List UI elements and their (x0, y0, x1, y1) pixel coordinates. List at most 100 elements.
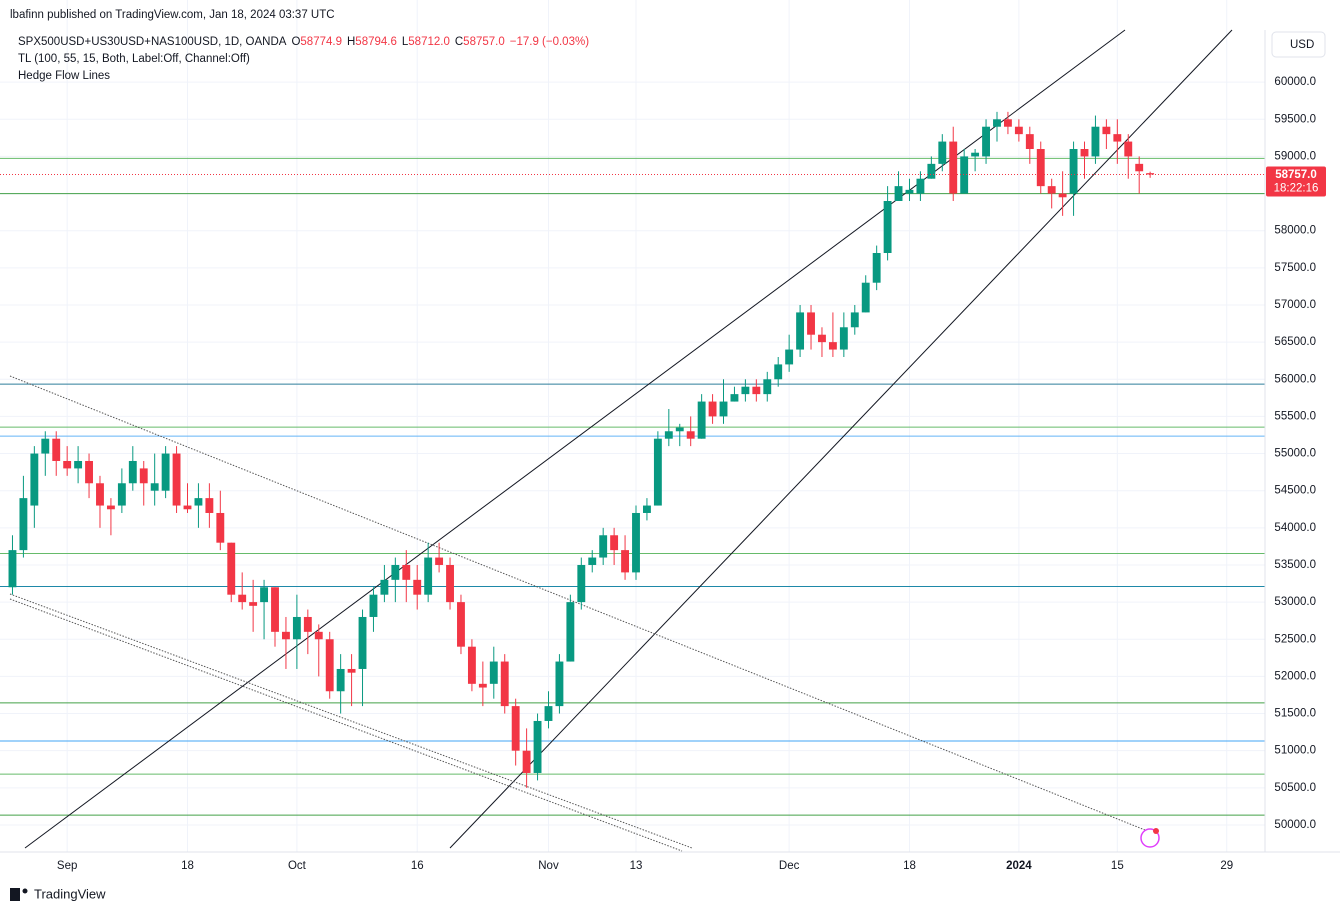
trend-line (24, 29, 1126, 849)
candle-body (1058, 193, 1067, 198)
candle-body (216, 512, 225, 543)
candle (872, 245, 881, 291)
candle (697, 394, 706, 439)
ohlc-label: L (402, 36, 409, 48)
y-tick-label: 59500.0 (1274, 113, 1316, 125)
candle (117, 468, 126, 513)
x-tick-label: 18 (903, 860, 916, 872)
candle (74, 446, 83, 484)
y-tick-label: 57500.0 (1274, 262, 1316, 274)
candle-body (446, 564, 454, 603)
candle (818, 327, 826, 357)
candle (861, 275, 870, 313)
candle (249, 579, 258, 632)
candle (610, 527, 619, 565)
candle-body (303, 616, 312, 632)
countdown: 18:22:16 (1274, 183, 1319, 195)
logo-icon (10, 888, 20, 901)
candle (1058, 171, 1067, 216)
ohlc-value: 58757.0 (463, 36, 505, 48)
candle-body (1014, 126, 1023, 135)
candle (686, 416, 695, 447)
candle-body (818, 334, 826, 343)
candle (1146, 171, 1155, 178)
candle (971, 148, 980, 172)
candle (599, 527, 608, 565)
price-badge: 58757.0 18:22:16 (1266, 166, 1326, 197)
x-tick-label: 2024 (1006, 860, 1032, 872)
y-tick-label: 51000.0 (1274, 745, 1316, 757)
candle (719, 379, 728, 424)
axes: 50000.0 50500.0 51000.0 51500.0 52000.0 52500… (57, 76, 1316, 872)
ohlc-value: 58712.0 (408, 36, 450, 48)
candle-body (861, 282, 870, 313)
candle (828, 312, 837, 357)
candle-body (1069, 148, 1078, 194)
candle (303, 609, 312, 655)
candle-body (249, 602, 258, 606)
x-tick-label: Nov (538, 860, 559, 872)
candle (314, 624, 323, 677)
candle-body (500, 661, 509, 707)
y-tick-label: 54000.0 (1274, 522, 1316, 534)
trend-line-dotted (9, 593, 693, 849)
candle (1124, 134, 1133, 179)
candle-body (52, 438, 61, 461)
candle-body (785, 349, 794, 365)
ohlc-value: 58774.9 (300, 36, 342, 48)
y-tick-label: 50000.0 (1274, 819, 1316, 831)
candle-body (1025, 134, 1034, 149)
candle (522, 728, 531, 788)
candle-body (435, 557, 444, 565)
last-price-box (1266, 166, 1326, 197)
candle (172, 446, 181, 513)
candle (292, 594, 301, 669)
candle (1113, 119, 1122, 164)
candle-body (402, 564, 411, 580)
candle (128, 446, 137, 491)
candle-body (391, 564, 400, 580)
candle-body (63, 460, 72, 469)
candle (1135, 156, 1144, 194)
candle-body (1146, 173, 1155, 175)
candle-body (117, 483, 126, 506)
candle (741, 379, 750, 402)
candle-body (260, 587, 269, 603)
candle (478, 661, 487, 707)
candle-body (686, 431, 695, 439)
candle (161, 446, 170, 499)
candle (8, 535, 17, 595)
candle-body (238, 594, 247, 603)
candle-body (807, 312, 815, 335)
candle-body (30, 453, 39, 506)
candle (205, 483, 214, 528)
candle (796, 304, 805, 357)
candle-body (292, 616, 301, 640)
y-tick-label: 59000.0 (1274, 150, 1316, 162)
y-tick-label: 55500.0 (1274, 410, 1316, 422)
symbol-name: SPX500USD+US30USD+NAS100USD, 1D, OANDA (18, 36, 287, 48)
candle-body (369, 594, 378, 617)
candle-body (139, 468, 148, 484)
candle (96, 475, 104, 528)
candle (544, 691, 553, 729)
candle-body (314, 631, 323, 640)
currency-button[interactable] (1271, 31, 1326, 58)
trend-lines (9, 29, 1233, 852)
candle (194, 483, 203, 528)
x-tick-label: 18 (181, 860, 194, 872)
ohlc-label: O (291, 36, 300, 48)
candle-body (1080, 148, 1089, 157)
candle-body (653, 438, 662, 506)
y-tick-label: 56500.0 (1274, 336, 1316, 348)
candle (555, 654, 564, 714)
currency-label[interactable]: USD (1290, 39, 1314, 51)
candle-body (522, 750, 531, 773)
x-tick-label: 13 (630, 860, 643, 872)
candle (1036, 141, 1045, 194)
candle (282, 616, 290, 669)
candle (927, 156, 936, 179)
candle (763, 371, 772, 402)
